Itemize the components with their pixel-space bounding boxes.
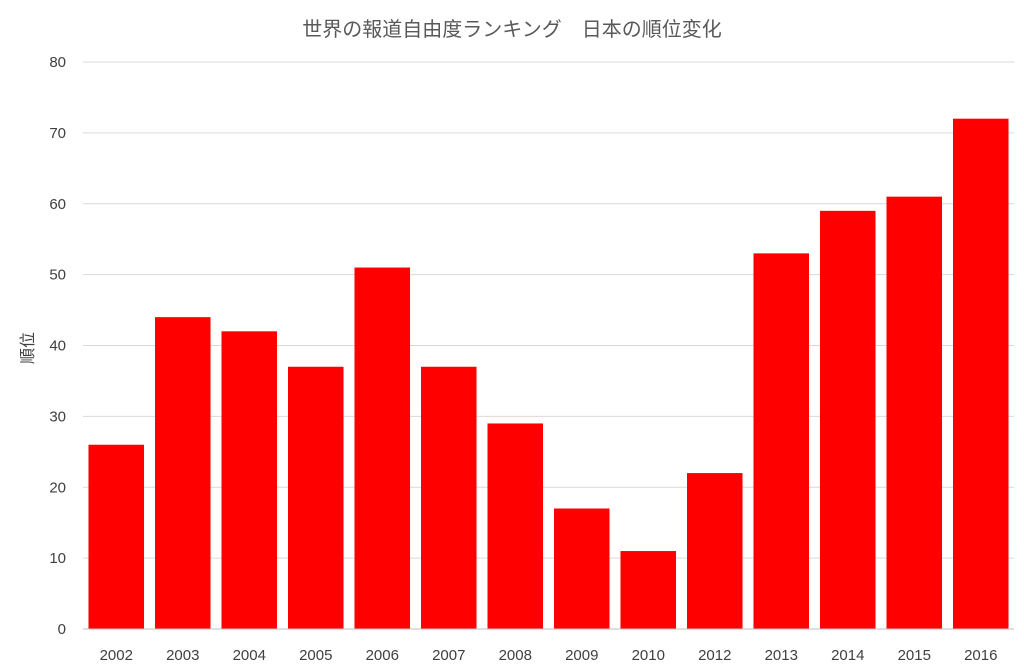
y-tick-label: 40 [49, 338, 66, 355]
bar-2015 [886, 196, 943, 629]
bar-2003 [154, 317, 211, 629]
y-axis-label: 順位 [18, 332, 37, 364]
y-tick-label: 50 [49, 267, 66, 284]
y-tick-label: 0 [58, 621, 66, 638]
bar-2002 [88, 444, 145, 629]
x-tick-label: 2002 [100, 647, 133, 664]
x-tick-label: 2016 [964, 647, 997, 664]
x-axis-ticks: 2002 2003 2004 2005 2006 2007 2008 2009 2010 2012… [100, 647, 998, 664]
bar-2005 [287, 366, 344, 629]
x-tick-label: 2012 [698, 647, 731, 664]
bars [88, 118, 1009, 630]
bar-2009 [553, 508, 610, 629]
x-tick-label: 2013 [765, 647, 798, 664]
bar-2016 [952, 118, 1009, 629]
y-axis-ticks: 0 10 20 30 40 50 60 70 80 [49, 54, 66, 638]
chart-title: 世界の報道自由度ランキング 日本の順位変化 [302, 17, 721, 41]
y-tick-label: 60 [49, 196, 66, 213]
x-tick-label: 2005 [299, 647, 332, 664]
y-tick-label: 30 [49, 408, 66, 425]
y-tick-label: 70 [49, 125, 66, 142]
y-tick-label: 20 [49, 479, 66, 496]
x-tick-label: 2014 [831, 647, 864, 664]
bar-2014 [819, 210, 876, 629]
x-tick-label: 2003 [166, 647, 199, 664]
bar-2010 [620, 551, 677, 629]
bar-2006 [354, 267, 411, 629]
x-tick-label: 2007 [432, 647, 465, 664]
x-tick-label: 2015 [898, 647, 931, 664]
bar-2008 [487, 423, 544, 629]
x-tick-label: 2004 [233, 647, 266, 664]
bar-2012 [686, 473, 743, 629]
y-tick-label: 80 [49, 54, 66, 71]
bar-2007 [420, 366, 477, 629]
y-tick-label: 10 [49, 550, 66, 567]
x-tick-label: 2008 [499, 647, 532, 664]
bar-2004 [221, 331, 278, 629]
x-tick-label: 2009 [565, 647, 598, 664]
x-tick-label: 2010 [632, 647, 665, 664]
x-tick-label: 2006 [366, 647, 399, 664]
bar-2013 [753, 253, 810, 630]
